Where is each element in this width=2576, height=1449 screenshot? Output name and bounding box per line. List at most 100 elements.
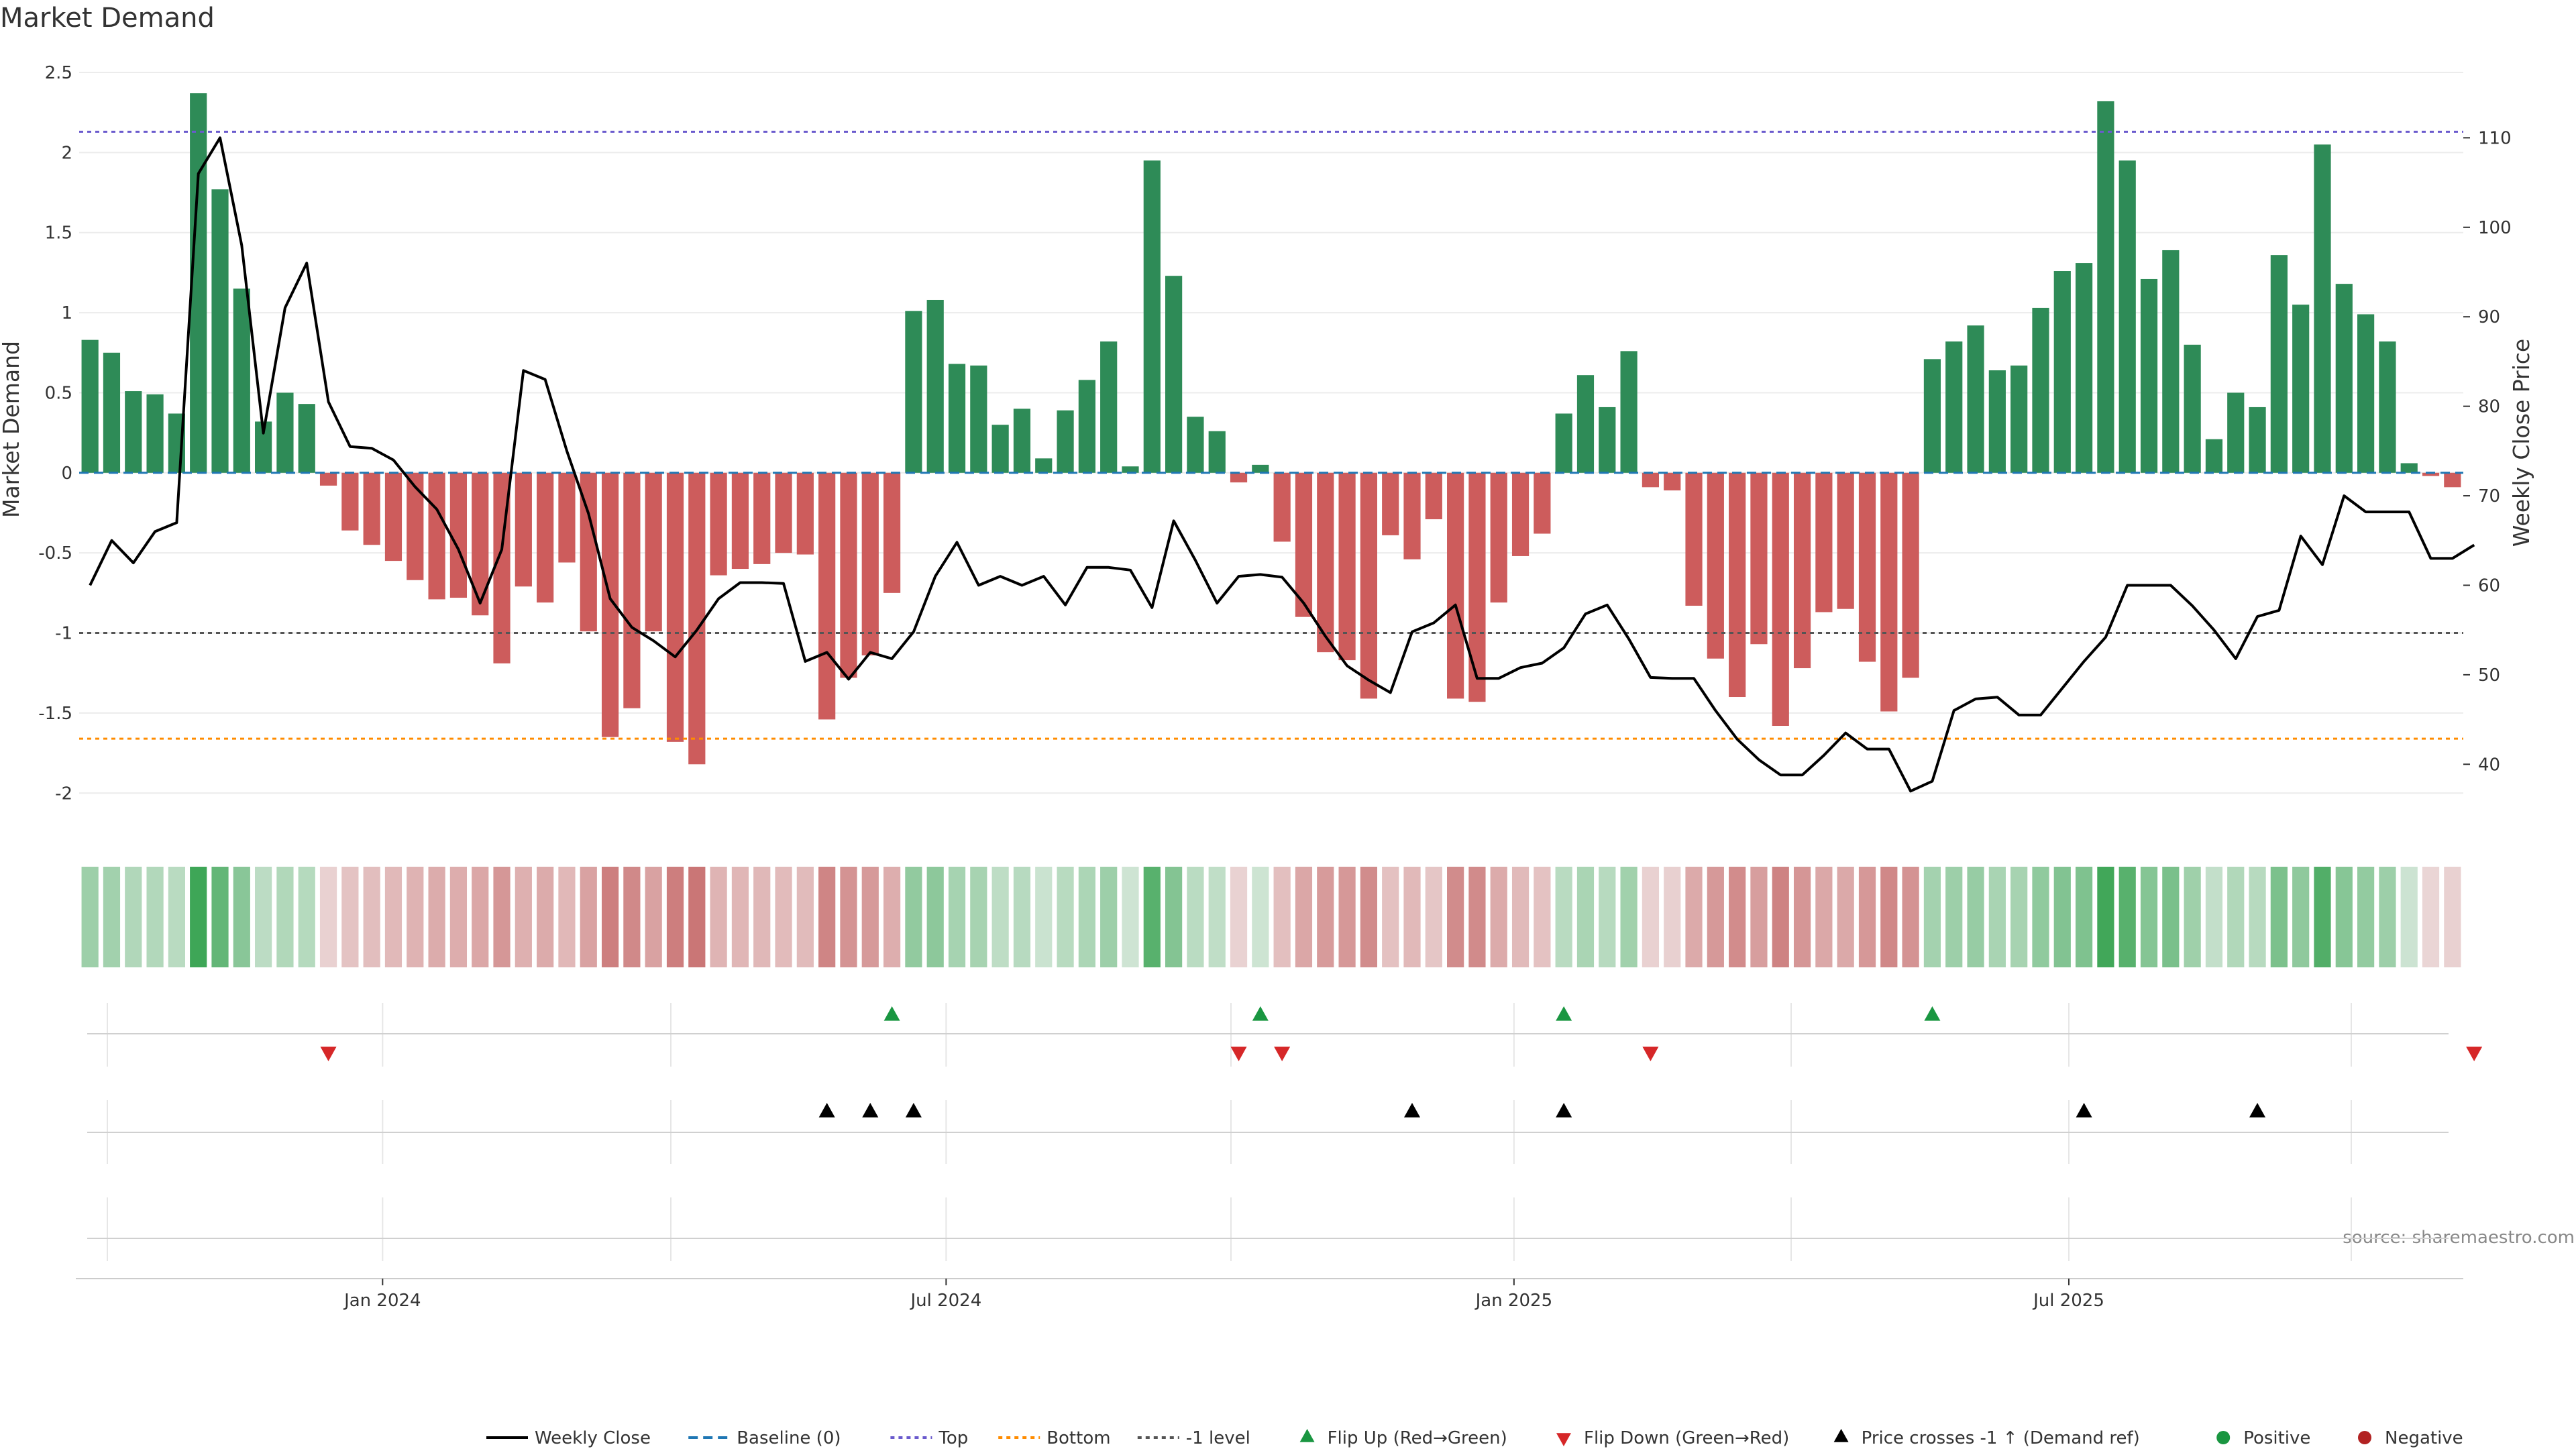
demand-bar	[1576, 375, 1595, 473]
demand-bar	[2140, 278, 2158, 473]
heat-cell	[2162, 867, 2180, 967]
heat-cell	[190, 867, 207, 967]
heat-cell	[1772, 867, 1789, 967]
heat-cell	[1576, 867, 1595, 967]
legend-item-8: Positive	[2216, 1428, 2310, 1448]
heat-cell	[2032, 867, 2049, 967]
legend-item-4: -1 level	[1137, 1428, 1250, 1448]
y-axis-label: Market Demand	[0, 341, 24, 518]
price-cross-marker	[818, 1103, 835, 1118]
demand-bar	[1338, 472, 1356, 661]
legend-label: Top	[938, 1428, 968, 1448]
heat-cell	[601, 867, 619, 967]
heat-cell	[2205, 867, 2223, 967]
legend-swatch-dot	[2358, 1431, 2371, 1444]
demand-bar	[2335, 284, 2353, 473]
demand-bar	[883, 472, 901, 593]
heat-cell	[710, 867, 727, 967]
legend-swatch-dot	[2216, 1431, 2231, 1444]
heat-cell	[688, 867, 706, 967]
demand-bar	[1143, 160, 1161, 473]
heat-cell	[1382, 867, 1399, 967]
flip-up-marker	[1924, 1006, 1941, 1021]
demand-bar	[428, 472, 445, 600]
flip-down-marker	[1642, 1046, 1659, 1061]
heat-cell	[948, 867, 966, 967]
heat-cell	[168, 867, 185, 967]
heat-cell	[2184, 867, 2201, 967]
demand-bar	[2379, 341, 2396, 473]
heat-cell	[233, 867, 250, 967]
legend-label: Weekly Close	[535, 1428, 651, 1448]
demand-bar	[319, 472, 337, 486]
y-tick-label: -2	[55, 784, 72, 804]
demand-bar	[1100, 341, 1118, 473]
heat-cell	[926, 867, 944, 967]
heat-cell	[645, 867, 662, 967]
heat-cell	[1468, 867, 1486, 967]
y-tick-label: 0.5	[45, 383, 72, 403]
heat-cell	[1642, 867, 1660, 967]
demand-bar	[1902, 472, 1919, 678]
demand-bar	[2075, 263, 2093, 473]
chart-legend: Weekly Close Baseline (0) Top Bottom -1 leve…	[486, 1428, 2463, 1448]
legend-item-0: Weekly Close	[486, 1428, 651, 1448]
heat-cell	[1988, 867, 2006, 967]
heat-cell	[255, 867, 272, 967]
heat-cell	[1100, 867, 1118, 967]
heat-cell	[623, 867, 641, 967]
demand-bar	[970, 365, 987, 473]
heat-cell	[1447, 867, 1464, 967]
y2-tick-label: 50	[2478, 665, 2500, 686]
legend-label: Baseline (0)	[737, 1428, 841, 1448]
heat-cell	[2097, 867, 2114, 967]
y-tick-label: 2	[61, 143, 72, 163]
demand-bar	[688, 472, 706, 765]
demand-bar	[276, 392, 294, 473]
demand-bar	[2205, 439, 2223, 473]
demand-bar	[1187, 417, 1204, 473]
demand-bar	[384, 472, 402, 561]
heat-cell	[537, 867, 554, 967]
demand-bar	[710, 472, 727, 576]
heat-cell	[298, 867, 315, 967]
price-cross-marker	[1556, 1103, 1572, 1118]
demand-bar	[558, 472, 576, 563]
demand-bar	[1772, 472, 1789, 726]
heat-cell	[861, 867, 879, 967]
heat-cell	[558, 867, 576, 967]
heat-cell	[1425, 867, 1442, 967]
heat-cell	[341, 867, 359, 967]
heat-cell	[2357, 867, 2375, 967]
heat-cell	[1078, 867, 1095, 967]
y-tick-label: 2.5	[45, 63, 72, 83]
heat-cell	[1685, 867, 1703, 967]
demand-bar	[1815, 472, 1833, 612]
demand-bar	[1750, 472, 1768, 645]
demand-bar	[1447, 472, 1464, 699]
heat-cell	[493, 867, 511, 967]
heat-cell	[1122, 867, 1139, 967]
demand-bar	[1685, 472, 1703, 606]
demand-bar	[363, 472, 380, 545]
heat-cell	[1945, 867, 1963, 967]
demand-bar	[1035, 458, 1053, 473]
demand-bar	[1078, 380, 1095, 473]
heat-cell	[211, 867, 229, 967]
heat-cell	[1858, 867, 1876, 967]
x-tick-label: Jul 2025	[2032, 1291, 2104, 1311]
heat-cell	[363, 867, 380, 967]
demand-bar	[1988, 370, 2006, 473]
y-tick-label: 0	[61, 464, 72, 484]
demand-bar	[2162, 250, 2180, 473]
demand-bar	[905, 311, 922, 473]
demand-bar	[2292, 305, 2310, 473]
heat-cell	[2227, 867, 2245, 967]
demand-bar	[1664, 472, 1681, 491]
demand-bar	[211, 189, 229, 473]
heat-cell	[1902, 867, 1919, 967]
heat-cell	[1143, 867, 1161, 967]
empty-track	[87, 1197, 2449, 1261]
demand-bar	[991, 425, 1009, 473]
demand-bar	[2357, 314, 2375, 473]
